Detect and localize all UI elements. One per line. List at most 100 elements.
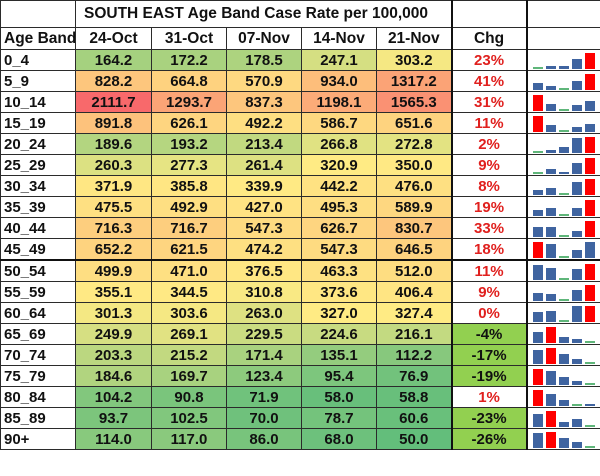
sparkline-bar <box>558 214 569 216</box>
age-band-cell: 5_9 <box>0 70 76 92</box>
sparkline-chart <box>531 137 598 153</box>
sparkline-bar <box>558 193 569 195</box>
rate-cell: 474.2 <box>226 238 302 261</box>
sparkline-bar <box>532 265 543 280</box>
sparkline-bar <box>585 383 596 385</box>
sparkline-bar <box>545 125 556 132</box>
sparkline-bar <box>532 227 543 237</box>
rate-cell: 1317.2 <box>375 70 453 92</box>
rate-cell: 651.6 <box>375 112 453 134</box>
rate-cell: 327.4 <box>375 302 453 324</box>
sparkline-bar <box>532 190 543 195</box>
header-age-band: Age Band <box>0 27 76 50</box>
sparkline-bar <box>585 404 596 406</box>
rate-cell: 830.7 <box>375 217 453 239</box>
sparkline-bar <box>532 350 543 364</box>
rate-cell: 837.3 <box>226 91 302 113</box>
rate-cell: 320.9 <box>301 154 377 176</box>
age-band-cell: 50_54 <box>0 259 76 282</box>
rate-cell: 626.1 <box>151 112 227 134</box>
sparkline-bar <box>571 419 582 427</box>
table-row: 55_59 355.1 344.5 310.8 373.6 406.4 9% <box>0 281 600 303</box>
rate-cell: 2111.7 <box>75 91 152 113</box>
age-band-cell: 55_59 <box>0 281 76 303</box>
sparkline-bar <box>585 306 596 322</box>
table-row: 50_54 499.9 471.0 376.5 463.3 512.0 11% <box>0 259 600 282</box>
sparkline-bar <box>571 306 582 322</box>
rate-cell: 135.1 <box>301 344 377 366</box>
sparkline-bar <box>585 425 596 427</box>
sparkline-bar <box>532 83 543 90</box>
rate-cell: 261.4 <box>226 154 302 176</box>
sparkline-bar <box>532 242 543 258</box>
rate-cell: 114.0 <box>75 428 152 450</box>
table-row: 80_84 104.2 90.8 71.9 58.0 58.8 1% <box>0 386 600 408</box>
sparkline-bar <box>532 172 543 174</box>
sparkline-bar <box>585 200 596 216</box>
age-band-cell: 30_34 <box>0 175 76 197</box>
rate-cell: 934.0 <box>301 70 377 92</box>
table-row: 30_34 371.9 385.8 339.9 442.2 476.0 8% <box>0 175 600 197</box>
table-row: 85_89 93.7 102.5 70.0 78.7 60.6 -23% <box>0 407 600 429</box>
table-row: 60_64 301.3 303.6 263.0 327.0 327.4 0% <box>0 302 600 324</box>
rate-cell: 664.8 <box>151 70 227 92</box>
rate-cell: 621.5 <box>151 238 227 261</box>
age-band-cell: 25_29 <box>0 154 76 176</box>
sparkline-cell <box>526 302 600 324</box>
sparkline-chart <box>531 264 598 280</box>
rate-cell: 371.9 <box>75 175 152 197</box>
sparkline-bar <box>571 269 582 280</box>
rate-cell: 277.3 <box>151 154 227 176</box>
sparkline-bar <box>545 208 556 216</box>
table-row: 20_24 189.6 193.2 213.4 266.8 272.8 2% <box>0 133 600 155</box>
sparkline-bar <box>545 188 556 195</box>
title-row: SOUTH EAST Age Band Case Rate per 100,00… <box>0 0 600 28</box>
rate-cell: 385.8 <box>151 175 227 197</box>
sparkline-cell <box>526 323 600 345</box>
sparkline-cell <box>526 238 600 261</box>
change-cell: 33% <box>450 217 528 239</box>
rate-cell: 512.0 <box>375 259 453 282</box>
sparkline-bar <box>585 137 596 153</box>
rate-cell: 495.3 <box>301 196 377 218</box>
rate-cell: 327.0 <box>301 302 377 324</box>
rate-cell: 716.3 <box>75 217 152 239</box>
sparkline-cell <box>526 365 600 387</box>
rate-cell: 86.0 <box>226 428 302 450</box>
change-cell: 11% <box>450 112 528 134</box>
sparkline-bar <box>558 299 569 301</box>
rate-cell: 476.0 <box>375 175 453 197</box>
rate-cell: 463.3 <box>301 259 377 282</box>
sparkline-bar <box>585 158 596 174</box>
sparkline-bar <box>571 138 582 153</box>
rate-cell: 376.5 <box>226 259 302 282</box>
sparkline-bar <box>571 404 582 406</box>
table-row: 75_79 184.6 169.7 123.4 95.4 76.9 -19% <box>0 365 600 387</box>
rate-cell: 58.0 <box>301 386 377 408</box>
header-date: 21-Nov <box>375 27 453 50</box>
rate-cell: 547.3 <box>301 238 377 261</box>
sparkline-chart <box>531 306 598 322</box>
sparkline-bar <box>532 293 543 301</box>
header-chg: Chg <box>450 27 528 50</box>
sparkline-cell <box>526 133 600 155</box>
rate-cell: 406.4 <box>375 281 453 303</box>
sparkline-chart <box>531 327 598 343</box>
sparkline-bar <box>545 227 556 237</box>
rate-cell: 716.7 <box>151 217 227 239</box>
sparkline-bar <box>532 95 543 111</box>
rate-cell: 339.9 <box>226 175 302 197</box>
rate-cell: 427.0 <box>226 196 302 218</box>
change-cell: 41% <box>450 70 528 92</box>
sparkline-bar <box>558 278 569 280</box>
change-cell: 18% <box>450 238 528 261</box>
sparkline-cell <box>526 70 600 92</box>
rate-cell: 1198.1 <box>301 91 377 113</box>
sparkline-bar <box>571 339 582 343</box>
case-rate-table: SOUTH EAST Age Band Case Rate per 100,00… <box>0 0 600 450</box>
change-cell: -4% <box>450 323 528 345</box>
sparkline-bar <box>545 169 556 174</box>
sparkline-bar <box>585 74 596 90</box>
sparkline-bar <box>532 332 543 343</box>
header-date: 07-Nov <box>226 27 302 50</box>
